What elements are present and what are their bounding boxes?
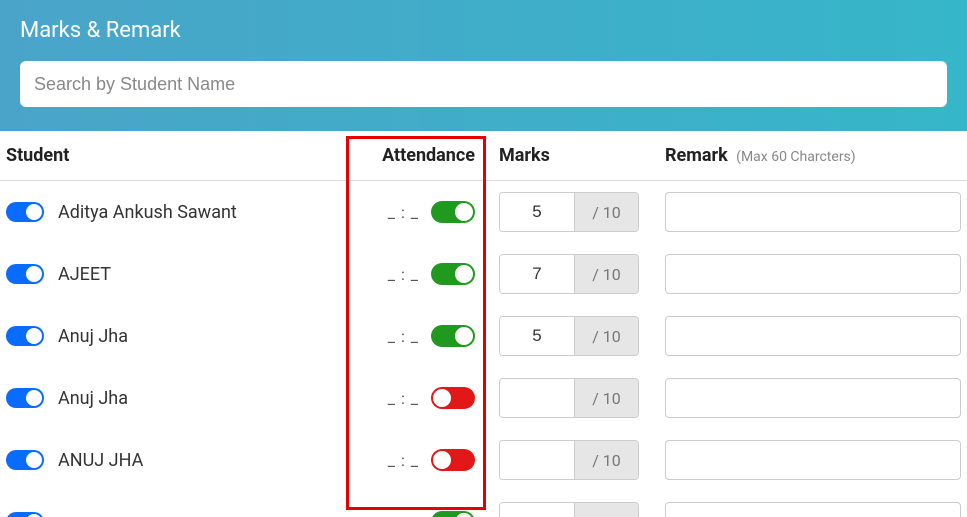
attendance-cell: _ : _ — [345, 325, 485, 347]
remark-max-note: (Max 60 Charcters) — [736, 149, 856, 165]
remark-cell — [655, 254, 967, 294]
student-cell — [0, 512, 345, 517]
column-header-attendance: Attendance — [345, 145, 485, 166]
marks-max-label: / 10 — [574, 317, 638, 355]
attendance-cell: _ : _ — [345, 201, 485, 223]
table-row: _ : _ / 10 — [0, 491, 967, 517]
attendance-time: _ : _ — [388, 203, 419, 222]
remark-input[interactable] — [665, 192, 961, 232]
attendance-cell: _ : _ — [345, 387, 485, 409]
student-name: Anuj Jha — [58, 326, 128, 347]
marks-group: / 10 — [499, 316, 639, 356]
table-header: Student Attendance Marks Remark (Max 60 … — [0, 131, 967, 181]
student-name: Aditya Ankush Sawant — [58, 202, 237, 223]
remark-input[interactable] — [665, 502, 961, 517]
student-name: ANUJ JHA — [58, 450, 143, 471]
attendance-toggle[interactable] — [431, 201, 475, 223]
student-cell: Anuj Jha — [0, 326, 345, 347]
student-name: AJEET — [58, 264, 111, 285]
remark-input[interactable] — [665, 440, 961, 480]
table-row: ANUJ JHA _ : _ / 10 — [0, 429, 967, 491]
marks-group: / 10 — [499, 378, 639, 418]
marks-max-label: / 10 — [574, 379, 638, 417]
remark-cell — [655, 316, 967, 356]
student-cell: AJEET — [0, 264, 345, 285]
marks-max-label: / 10 — [574, 255, 638, 293]
remark-input[interactable] — [665, 316, 961, 356]
student-cell: Anuj Jha — [0, 388, 345, 409]
student-name: Anuj Jha — [58, 388, 128, 409]
marks-cell: / 10 — [485, 254, 655, 294]
student-toggle[interactable] — [6, 264, 44, 284]
attendance-cell: _ : _ — [345, 511, 485, 517]
marks-input[interactable] — [500, 317, 574, 355]
search-input[interactable] — [20, 61, 947, 107]
marks-group: / 10 — [499, 440, 639, 480]
attendance-toggle[interactable] — [431, 511, 475, 517]
table-row: Anuj Jha _ : _ / 10 — [0, 305, 967, 367]
marks-cell: / 10 — [485, 192, 655, 232]
page-title: Marks & Remark — [20, 18, 947, 43]
column-header-marks: Marks — [485, 145, 655, 166]
student-rows[interactable]: Aditya Ankush Sawant _ : _ / 10 AJEET _ : _ /… — [0, 181, 967, 517]
student-toggle[interactable] — [6, 388, 44, 408]
attendance-toggle[interactable] — [431, 325, 475, 347]
remark-input[interactable] — [665, 378, 961, 418]
attendance-time: _ : _ — [388, 327, 419, 346]
student-toggle[interactable] — [6, 450, 44, 470]
attendance-time: _ : _ — [388, 389, 419, 408]
marks-cell: / 10 — [485, 440, 655, 480]
attendance-cell: _ : _ — [345, 449, 485, 471]
marks-input[interactable] — [500, 503, 574, 517]
marks-max-label: / 10 — [574, 503, 638, 517]
student-cell: Aditya Ankush Sawant — [0, 202, 345, 223]
marks-input[interactable] — [500, 193, 574, 231]
attendance-toggle[interactable] — [431, 387, 475, 409]
remark-input[interactable] — [665, 254, 961, 294]
column-header-student: Student — [0, 145, 345, 166]
remark-cell — [655, 502, 967, 517]
table-row: AJEET _ : _ / 10 — [0, 243, 967, 305]
attendance-time: _ : _ — [388, 451, 419, 470]
marks-cell: / 10 — [485, 316, 655, 356]
column-header-remark: Remark (Max 60 Charcters) — [655, 145, 967, 166]
student-toggle[interactable] — [6, 202, 44, 222]
marks-max-label: / 10 — [574, 441, 638, 479]
table-row: Aditya Ankush Sawant _ : _ / 10 — [0, 181, 967, 243]
marks-input[interactable] — [500, 379, 574, 417]
table-row: Anuj Jha _ : _ / 10 — [0, 367, 967, 429]
marks-group: / 10 — [499, 192, 639, 232]
remark-cell — [655, 378, 967, 418]
marks-cell: / 10 — [485, 378, 655, 418]
student-toggle[interactable] — [6, 326, 44, 346]
remark-cell — [655, 192, 967, 232]
remark-cell — [655, 440, 967, 480]
marks-max-label: / 10 — [574, 193, 638, 231]
attendance-time: _ : _ — [388, 265, 419, 284]
marks-cell: / 10 — [485, 502, 655, 517]
student-cell: ANUJ JHA — [0, 450, 345, 471]
attendance-cell: _ : _ — [345, 263, 485, 285]
student-toggle[interactable] — [6, 512, 44, 517]
marks-input[interactable] — [500, 441, 574, 479]
column-header-remark-label: Remark — [665, 145, 728, 166]
attendance-toggle[interactable] — [431, 449, 475, 471]
header: Marks & Remark — [0, 0, 967, 131]
attendance-time: _ : _ — [388, 513, 419, 517]
marks-input[interactable] — [500, 255, 574, 293]
marks-group: / 10 — [499, 502, 639, 517]
marks-group: / 10 — [499, 254, 639, 294]
attendance-toggle[interactable] — [431, 263, 475, 285]
